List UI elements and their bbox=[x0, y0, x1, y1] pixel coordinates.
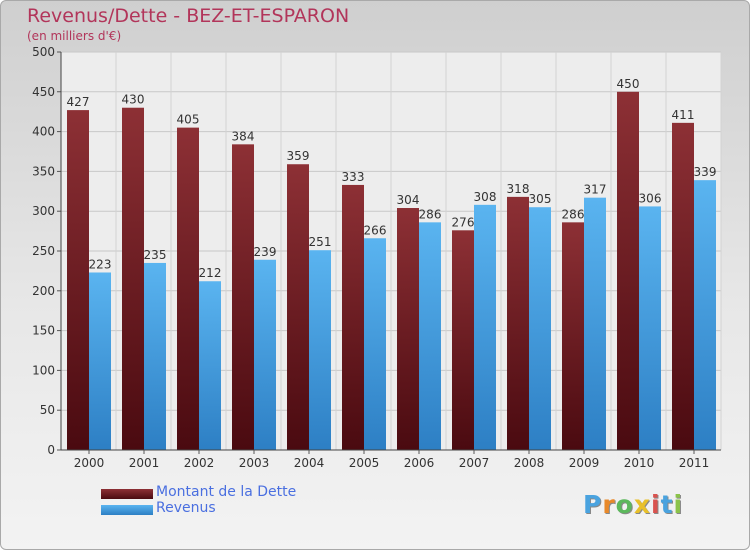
x-tick-label: 2000 bbox=[74, 456, 105, 470]
bar-debt bbox=[452, 230, 474, 450]
bar-debt bbox=[287, 164, 309, 450]
bar-revenus bbox=[529, 207, 551, 450]
y-tick-label: 150 bbox=[32, 324, 55, 338]
y-tick-label: 450 bbox=[32, 85, 55, 99]
data-label: 430 bbox=[122, 93, 145, 107]
x-tick-label: 2008 bbox=[514, 456, 545, 470]
logo-letter: r bbox=[602, 490, 616, 519]
bar-debt bbox=[562, 222, 584, 450]
y-tick-label: 100 bbox=[32, 363, 55, 377]
logo-letter: o bbox=[615, 490, 634, 519]
x-tick-label: 2001 bbox=[129, 456, 160, 470]
x-tick-label: 2003 bbox=[239, 456, 270, 470]
legend-swatch-debt bbox=[101, 489, 153, 499]
data-label: 223 bbox=[89, 257, 112, 271]
data-label: 384 bbox=[232, 129, 255, 143]
y-tick-label: 200 bbox=[32, 284, 55, 298]
bar-revenus bbox=[254, 259, 276, 450]
bar-revenus bbox=[199, 281, 221, 450]
x-tick-label: 2010 bbox=[624, 456, 655, 470]
bar-debt bbox=[397, 208, 419, 450]
data-label: 427 bbox=[67, 95, 90, 109]
data-label: 212 bbox=[199, 266, 222, 280]
bar-revenus bbox=[144, 262, 166, 450]
bar-revenus bbox=[694, 180, 716, 450]
legend-label-debt: Montant de la Dette bbox=[156, 484, 297, 500]
data-label: 318 bbox=[507, 182, 530, 196]
data-label: 276 bbox=[452, 215, 475, 229]
data-label: 251 bbox=[309, 235, 332, 249]
x-tick-label: 2006 bbox=[404, 456, 435, 470]
bar-debt bbox=[177, 127, 199, 451]
data-label: 304 bbox=[397, 193, 420, 207]
data-label: 235 bbox=[144, 248, 167, 262]
bar-debt bbox=[122, 107, 144, 450]
y-tick-label: 400 bbox=[32, 125, 55, 139]
bar-debt bbox=[67, 110, 89, 450]
logo-letter: x bbox=[633, 490, 651, 519]
bar-revenus bbox=[309, 250, 331, 450]
data-label: 317 bbox=[584, 183, 607, 197]
data-label: 286 bbox=[419, 207, 442, 221]
data-label: 308 bbox=[474, 190, 497, 204]
logo-letter: t bbox=[660, 490, 674, 519]
y-tick-label: 350 bbox=[32, 164, 55, 178]
data-label: 239 bbox=[254, 245, 277, 259]
y-tick-label: 250 bbox=[32, 244, 55, 258]
y-tick-label: 300 bbox=[32, 204, 55, 218]
logo-letter: P bbox=[583, 490, 603, 519]
bar-revenus bbox=[364, 238, 386, 450]
x-tick-label: 2007 bbox=[459, 456, 490, 470]
legend-label-revenus: Revenus bbox=[156, 500, 216, 516]
bar-debt bbox=[507, 196, 529, 450]
data-label: 266 bbox=[364, 223, 387, 237]
bar-revenus bbox=[639, 206, 661, 450]
y-tick-label: 50 bbox=[40, 403, 55, 417]
chart-title: Revenus/Dette - BEZ-ET-ESPARON bbox=[27, 5, 350, 27]
y-tick-label: 500 bbox=[32, 45, 55, 59]
bar-revenus bbox=[584, 197, 606, 450]
y-tick-label: 0 bbox=[47, 443, 55, 457]
data-label: 339 bbox=[694, 165, 717, 179]
bar-debt bbox=[342, 184, 364, 450]
bar-debt bbox=[232, 144, 254, 450]
data-label: 405 bbox=[177, 113, 200, 127]
data-label: 286 bbox=[562, 207, 585, 221]
data-label: 359 bbox=[287, 149, 310, 163]
bar-debt bbox=[672, 122, 694, 451]
proxiti-logo: Proxiti bbox=[583, 490, 683, 519]
data-label: 450 bbox=[617, 77, 640, 91]
bar-revenus bbox=[89, 272, 111, 450]
x-tick-label: 2011 bbox=[679, 456, 710, 470]
logo-letter: i bbox=[673, 490, 684, 519]
x-tick-label: 2002 bbox=[184, 456, 215, 470]
data-label: 306 bbox=[639, 191, 662, 205]
bar-debt bbox=[617, 91, 639, 451]
x-tick-label: 2005 bbox=[349, 456, 380, 470]
x-tick-label: 2004 bbox=[294, 456, 325, 470]
data-label: 411 bbox=[672, 108, 695, 122]
chart-subtitle: (en milliers d'€) bbox=[27, 29, 122, 43]
bar-revenus bbox=[474, 204, 496, 450]
data-label: 333 bbox=[342, 170, 365, 184]
bar-revenus bbox=[419, 222, 441, 450]
legend-swatch-revenus bbox=[101, 505, 153, 515]
x-tick-label: 2009 bbox=[569, 456, 600, 470]
data-label: 305 bbox=[529, 192, 552, 206]
logo-letter: i bbox=[651, 490, 661, 519]
